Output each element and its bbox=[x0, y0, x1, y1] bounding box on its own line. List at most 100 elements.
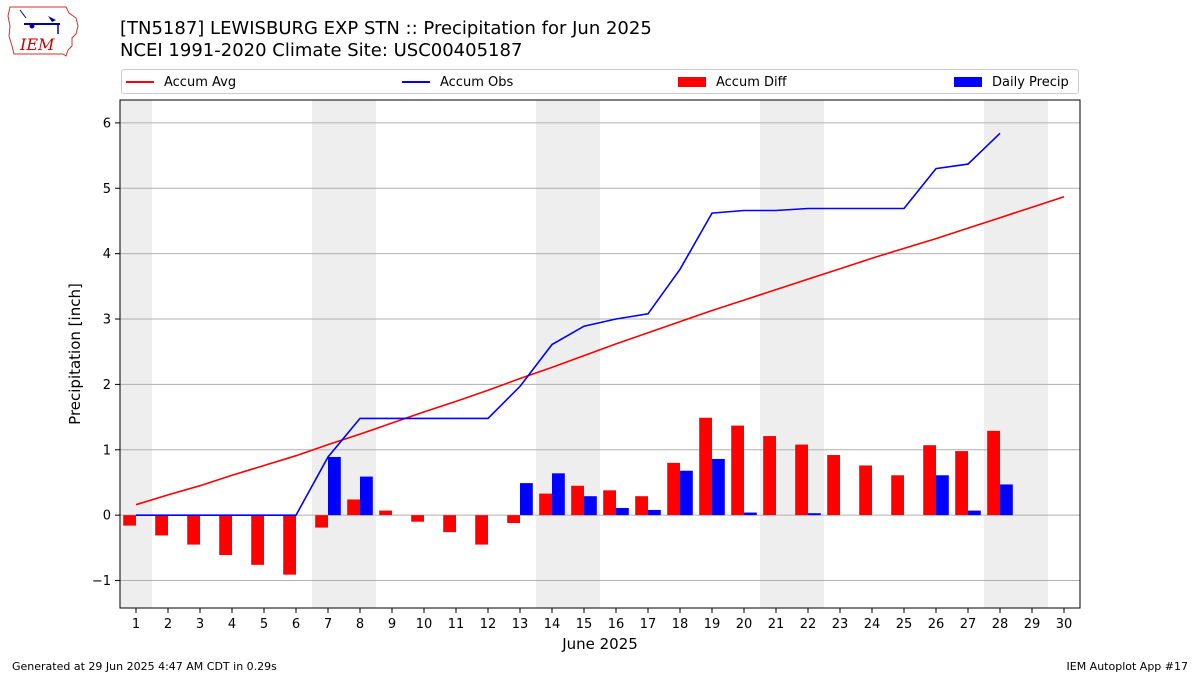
accum-diff-bar-day-1 bbox=[123, 515, 136, 526]
legend-item-accum-avg: Accum Avg bbox=[126, 74, 236, 90]
lines bbox=[135, 132, 1065, 517]
x-tick-label-21: 21 bbox=[768, 617, 785, 632]
y-tick-label-3: 3 bbox=[103, 313, 111, 328]
accum-diff-bar-day-24 bbox=[859, 465, 872, 516]
daily-precip-bar-day-28 bbox=[1000, 484, 1013, 516]
x-tick-label-13: 13 bbox=[512, 617, 529, 632]
legend-item-accum-diff: Accum Diff bbox=[678, 74, 787, 90]
y-tick-label-0: 0 bbox=[103, 509, 111, 524]
y-tick-label-6: 6 bbox=[103, 116, 111, 131]
x-tick-label-20: 20 bbox=[736, 617, 753, 632]
accum-diff-bar-day-10 bbox=[411, 515, 424, 522]
accum-obs-line bbox=[136, 132, 1001, 517]
x-tick-label-7: 7 bbox=[324, 617, 332, 632]
x-tick-label-27: 27 bbox=[960, 617, 977, 632]
accum-diff-bar-day-7 bbox=[315, 515, 328, 528]
accum-diff-bar-day-5 bbox=[251, 515, 264, 565]
x-tick-label-2: 2 bbox=[164, 617, 172, 632]
legend-swatch-accum-diff bbox=[678, 77, 706, 87]
accum-diff-bar-day-3 bbox=[187, 515, 200, 545]
y-tick-label-5: 5 bbox=[103, 182, 111, 197]
chart-title: [TN5187] LEWISBURG EXP STN :: Precipitat… bbox=[120, 18, 652, 39]
y-axis-label: Precipitation [inch] bbox=[66, 283, 84, 425]
daily-precip-bar-day-7 bbox=[328, 456, 341, 516]
x-tick-label-10: 10 bbox=[416, 617, 433, 632]
shade-band-2 bbox=[312, 100, 376, 608]
x-tick-label-14: 14 bbox=[544, 617, 561, 632]
x-tick-label-28: 28 bbox=[992, 617, 1009, 632]
legend-label-accum-diff: Accum Diff bbox=[716, 74, 787, 90]
logo-text: IEM bbox=[19, 35, 55, 54]
x-tick-label-24: 24 bbox=[864, 617, 881, 632]
accum-diff-bar-day-8 bbox=[347, 499, 360, 516]
x-tick-label-4: 4 bbox=[228, 617, 236, 632]
accum-diff-bar-day-20 bbox=[731, 425, 744, 516]
daily-precip-bar-day-19 bbox=[712, 458, 725, 516]
accum-diff-bar-day-26 bbox=[923, 445, 936, 516]
y-axis-ticks: −1 0 1 2 3 4 5 6 bbox=[92, 116, 120, 589]
x-tick-label-29: 29 bbox=[1024, 617, 1041, 632]
daily-precip-bar-day-13 bbox=[520, 483, 533, 516]
x-tick-label-8: 8 bbox=[356, 617, 364, 632]
shade-band-4 bbox=[760, 100, 824, 608]
x-axis-label: June 2025 bbox=[561, 635, 638, 653]
daily-precip-bar-day-16 bbox=[616, 507, 629, 516]
x-tick-label-19: 19 bbox=[704, 617, 721, 632]
daily-precip-bar-day-27 bbox=[968, 510, 981, 516]
legend-swatch-daily-precip bbox=[954, 77, 982, 87]
x-tick-label-18: 18 bbox=[672, 617, 689, 632]
legend-item-accum-obs: Accum Obs bbox=[402, 74, 513, 90]
x-tick-label-1: 1 bbox=[132, 617, 140, 632]
daily-precip-bar-day-20 bbox=[744, 512, 757, 516]
x-tick-label-6: 6 bbox=[292, 617, 300, 632]
bars bbox=[123, 417, 1013, 575]
accum-diff-bar-day-25 bbox=[891, 475, 904, 516]
app-credit: IEM Autoplot App #17 bbox=[1066, 660, 1189, 673]
x-tick-label-15: 15 bbox=[576, 617, 593, 632]
daily-precip-bar-day-8 bbox=[360, 476, 373, 516]
plot-frame bbox=[119, 99, 1081, 609]
accum-diff-bar-day-9 bbox=[379, 510, 392, 516]
iowa-map-icon: IEM bbox=[7, 6, 79, 57]
daily-precip-bar-day-18 bbox=[680, 470, 693, 516]
legend-label-accum-avg: Accum Avg bbox=[164, 74, 237, 90]
daily-precip-bar-day-17 bbox=[648, 509, 661, 516]
x-tick-label-30: 30 bbox=[1056, 617, 1073, 632]
legend-swatch-accum-obs bbox=[402, 81, 430, 83]
legend-swatch-accum-avg bbox=[126, 81, 154, 83]
legend-label-accum-obs: Accum Obs bbox=[440, 74, 514, 90]
x-tick-label-9: 9 bbox=[388, 617, 396, 632]
accum-diff-bar-day-23 bbox=[827, 455, 840, 516]
x-axis-ticks: 1 2 3 4 5 6 7 8 9 10 11 12 13 14 15 16 17 18 19 20 21 22 23 24 2… bbox=[132, 608, 1072, 632]
iem-logo: IEM bbox=[6, 4, 82, 62]
accum-diff-bar-day-22 bbox=[795, 444, 808, 516]
x-tick-label-17: 17 bbox=[640, 617, 657, 632]
accum-diff-bar-day-15 bbox=[571, 485, 584, 516]
accum-diff-bar-day-27 bbox=[955, 451, 968, 516]
x-tick-label-16: 16 bbox=[608, 617, 625, 632]
accum-diff-bar-day-17 bbox=[635, 496, 648, 516]
x-tick-label-26: 26 bbox=[928, 617, 945, 632]
daily-precip-bar-day-22 bbox=[808, 513, 821, 516]
accum-diff-bar-day-16 bbox=[603, 490, 616, 516]
legend-label-daily-precip: Daily Precip bbox=[992, 74, 1069, 90]
y-tick-label-1: 1 bbox=[103, 443, 111, 458]
x-tick-label-5: 5 bbox=[260, 617, 268, 632]
x-tick-label-23: 23 bbox=[832, 617, 849, 632]
accum-diff-bar-day-28 bbox=[987, 430, 1000, 516]
shade-band-1 bbox=[120, 100, 152, 608]
legend: Accum Avg Accum Obs Accum Diff Daily Pre… bbox=[121, 69, 1079, 94]
x-tick-label-25: 25 bbox=[896, 617, 913, 632]
accum-avg-line bbox=[135, 196, 1065, 506]
x-tick-label-22: 22 bbox=[800, 617, 817, 632]
shade-band-5 bbox=[984, 100, 1048, 608]
accum-diff-bar-day-18 bbox=[667, 462, 680, 516]
accum-diff-bar-day-19 bbox=[699, 417, 712, 516]
legend-item-daily-precip: Daily Precip bbox=[954, 74, 1069, 90]
daily-precip-bar-day-26 bbox=[936, 475, 949, 516]
accum-diff-bar-day-21 bbox=[763, 436, 776, 516]
daily-precip-bar-day-14 bbox=[552, 473, 565, 516]
accum-diff-bar-day-12 bbox=[475, 515, 488, 545]
y-tick-label-4: 4 bbox=[103, 247, 111, 262]
